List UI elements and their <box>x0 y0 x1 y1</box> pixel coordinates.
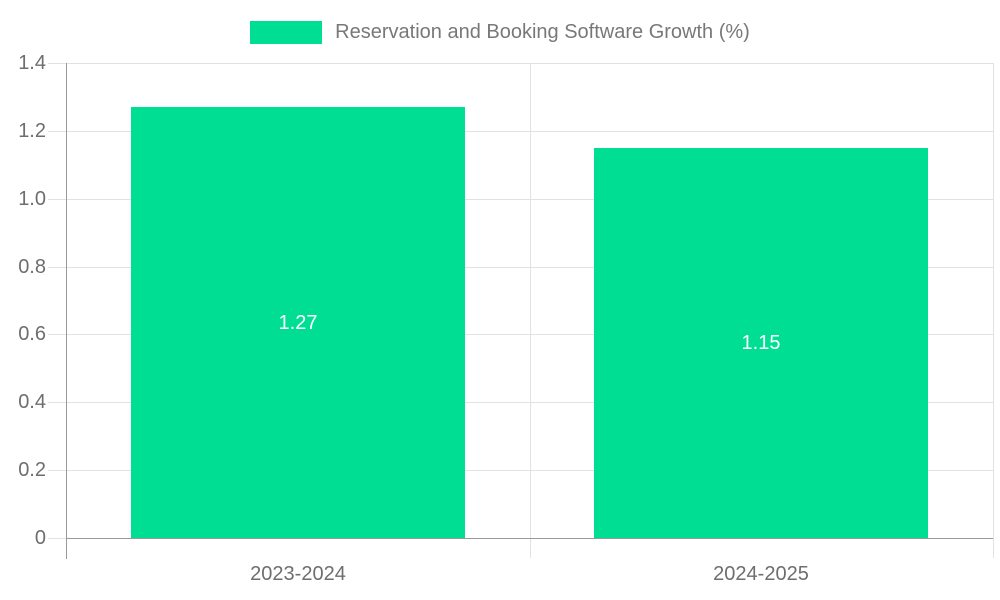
gridline-horizontal <box>66 198 993 200</box>
gridline-horizontal <box>66 130 993 132</box>
legend-swatch <box>250 20 323 44</box>
y-axis-tick <box>48 130 66 132</box>
y-axis-tick-label: 0.2 <box>18 459 46 482</box>
y-axis-tick-label: 0.4 <box>18 391 46 414</box>
y-axis-tick-label: 0.6 <box>18 323 46 346</box>
y-axis-tick <box>48 538 66 539</box>
legend[interactable]: Reservation and Booking Software Growth … <box>0 20 1000 44</box>
y-axis-tick-label: 1.4 <box>18 52 46 74</box>
y-axis-tick-label: 0.8 <box>18 255 46 278</box>
bar-2024-2025[interactable] <box>594 147 928 538</box>
gridline-vertical <box>530 63 531 558</box>
gridline-horizontal <box>66 334 993 336</box>
y-axis-tick <box>48 402 66 404</box>
bar-value-label: 1.15 <box>741 332 781 354</box>
legend-label: Reservation and Booking Software Growth … <box>335 21 750 43</box>
gridline-horizontal <box>66 470 993 472</box>
x-axis-tick-label: 2024-2025 <box>713 563 809 585</box>
y-axis-tick <box>48 266 66 268</box>
bar-value-label: 1.27 <box>278 312 318 334</box>
gridline-horizontal <box>66 402 993 404</box>
y-axis-tick <box>48 198 66 200</box>
x-axis-line <box>66 538 993 539</box>
y-axis-tick-label: 0 <box>34 527 46 549</box>
y-axis-tick-label: 1.0 <box>18 187 46 210</box>
y-axis-tick <box>48 63 66 64</box>
y-axis-tick <box>48 470 66 472</box>
gridline-vertical <box>993 63 994 558</box>
y-axis-line <box>66 63 67 559</box>
y-axis-tick <box>48 334 66 336</box>
y-axis-tick-label: 1.2 <box>18 119 46 142</box>
x-axis-tick-label: 2023-2024 <box>250 563 346 585</box>
bar-2023-2024[interactable] <box>131 107 465 538</box>
gridline-horizontal <box>66 266 993 268</box>
gridline-horizontal <box>66 63 993 64</box>
